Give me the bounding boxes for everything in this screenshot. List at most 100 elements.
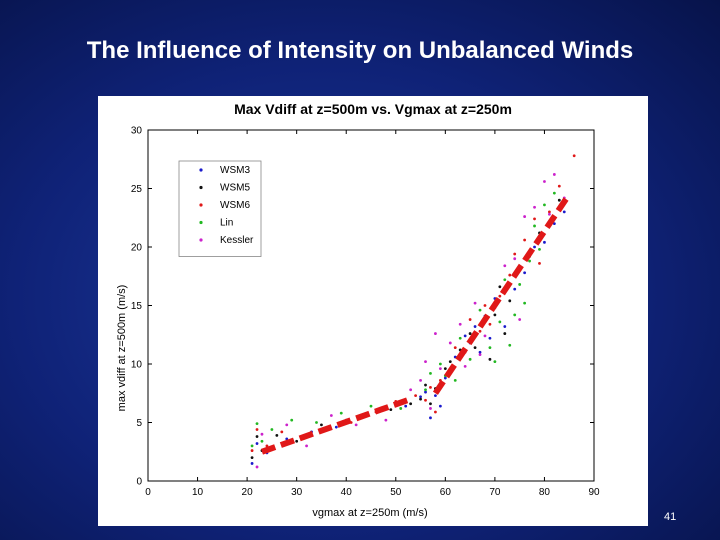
data-point [369, 404, 373, 408]
legend-marker [199, 220, 203, 225]
data-point [424, 398, 427, 402]
data-point [424, 383, 427, 387]
data-point [513, 252, 517, 256]
data-point [533, 205, 536, 209]
legend-box [178, 160, 262, 257]
data-point [503, 325, 507, 328]
series-wsm5 [250, 198, 561, 459]
data-point [434, 332, 437, 335]
data-point [503, 264, 507, 268]
legend-entry: Kessler [220, 235, 254, 246]
data-point [429, 386, 432, 389]
data-point [334, 425, 338, 429]
data-point [419, 397, 422, 401]
data-point [533, 224, 536, 228]
data-point [533, 217, 536, 221]
data-point [483, 334, 487, 338]
data-point [250, 456, 254, 459]
data-point [523, 271, 527, 275]
data-point [463, 364, 467, 368]
data-point [488, 357, 492, 361]
series-lin [250, 191, 556, 448]
data-point [562, 210, 566, 214]
data-point [518, 318, 522, 321]
data-point [538, 261, 541, 265]
data-point [478, 329, 482, 333]
series-wsm6 [250, 154, 576, 452]
slide-title: The Influence of Intensity on Unbalanced… [86, 37, 634, 64]
data-point [557, 184, 561, 188]
data-point [275, 433, 279, 437]
scatter-chart: Max Vdiff at z=500m vs. Vgmax at z=250m … [116, 101, 600, 519]
data-point [458, 322, 462, 326]
fit-line [260, 396, 412, 455]
chart-title: Max Vdiff at z=500m vs. Vgmax at z=250m [234, 101, 512, 117]
series-wsm3 [250, 210, 566, 465]
y-tick-label: 25 [131, 184, 143, 195]
data-point [513, 257, 517, 261]
data-point [513, 313, 517, 317]
x-axis-label: vgmax at z=250m (m/s) [312, 507, 427, 519]
data-point [260, 432, 264, 436]
data-point [488, 346, 492, 350]
data-point [409, 388, 413, 392]
data-point [518, 283, 522, 286]
x-tick-label: 0 [145, 487, 151, 498]
data-point [458, 336, 462, 340]
data-point [250, 449, 254, 452]
series-kessler [255, 173, 566, 469]
data-point [508, 343, 512, 347]
x-tick-label: 20 [242, 487, 254, 498]
data-point [478, 350, 482, 354]
data-point [478, 308, 482, 312]
data-point [255, 428, 259, 431]
legend-entry: Lin [220, 218, 233, 229]
data-point [429, 407, 432, 410]
data-point [354, 423, 358, 427]
legend-marker [199, 168, 203, 172]
data-point [285, 423, 289, 427]
legend-marker [199, 185, 203, 190]
data-points [250, 154, 576, 469]
data-point [548, 212, 551, 216]
data-point [523, 301, 527, 305]
data-point [443, 367, 447, 371]
data-point [548, 210, 551, 214]
data-point [513, 287, 517, 291]
data-point [419, 378, 422, 382]
data-point [409, 402, 413, 406]
data-point [320, 423, 323, 427]
data-point [434, 410, 437, 414]
data-point [255, 465, 259, 469]
chart-figure: Max Vdiff at z=500m vs. Vgmax at z=250m … [98, 96, 648, 526]
data-point [543, 180, 546, 183]
legend-marker [199, 203, 203, 207]
data-point [255, 442, 259, 445]
data-point [473, 325, 477, 328]
y-tick-label: 20 [131, 243, 143, 254]
page-number: 41 [664, 511, 677, 523]
data-point [552, 173, 556, 176]
data-point [414, 394, 417, 397]
data-point [468, 357, 472, 361]
data-point [552, 191, 556, 195]
data-point [424, 388, 427, 392]
data-point [339, 411, 343, 415]
legend: WSM3 WSM5 WSM6 Lin Kessler [178, 160, 262, 257]
data-point [498, 320, 502, 324]
y-axis-label: max vdiff at z=500m (m/s) [116, 285, 128, 412]
data-point [438, 367, 442, 371]
x-tick-label: 10 [192, 487, 204, 498]
data-point [250, 462, 254, 465]
y-tick-label: 30 [131, 126, 143, 137]
data-point [315, 421, 318, 424]
data-point [493, 360, 497, 364]
data-point [448, 341, 452, 345]
legend-entry: WSM3 [220, 165, 250, 176]
data-point [453, 346, 457, 350]
y-tick-label: 0 [136, 477, 142, 488]
data-point [448, 360, 452, 364]
data-point [260, 439, 264, 443]
data-point [493, 313, 497, 317]
data-point [468, 318, 472, 321]
